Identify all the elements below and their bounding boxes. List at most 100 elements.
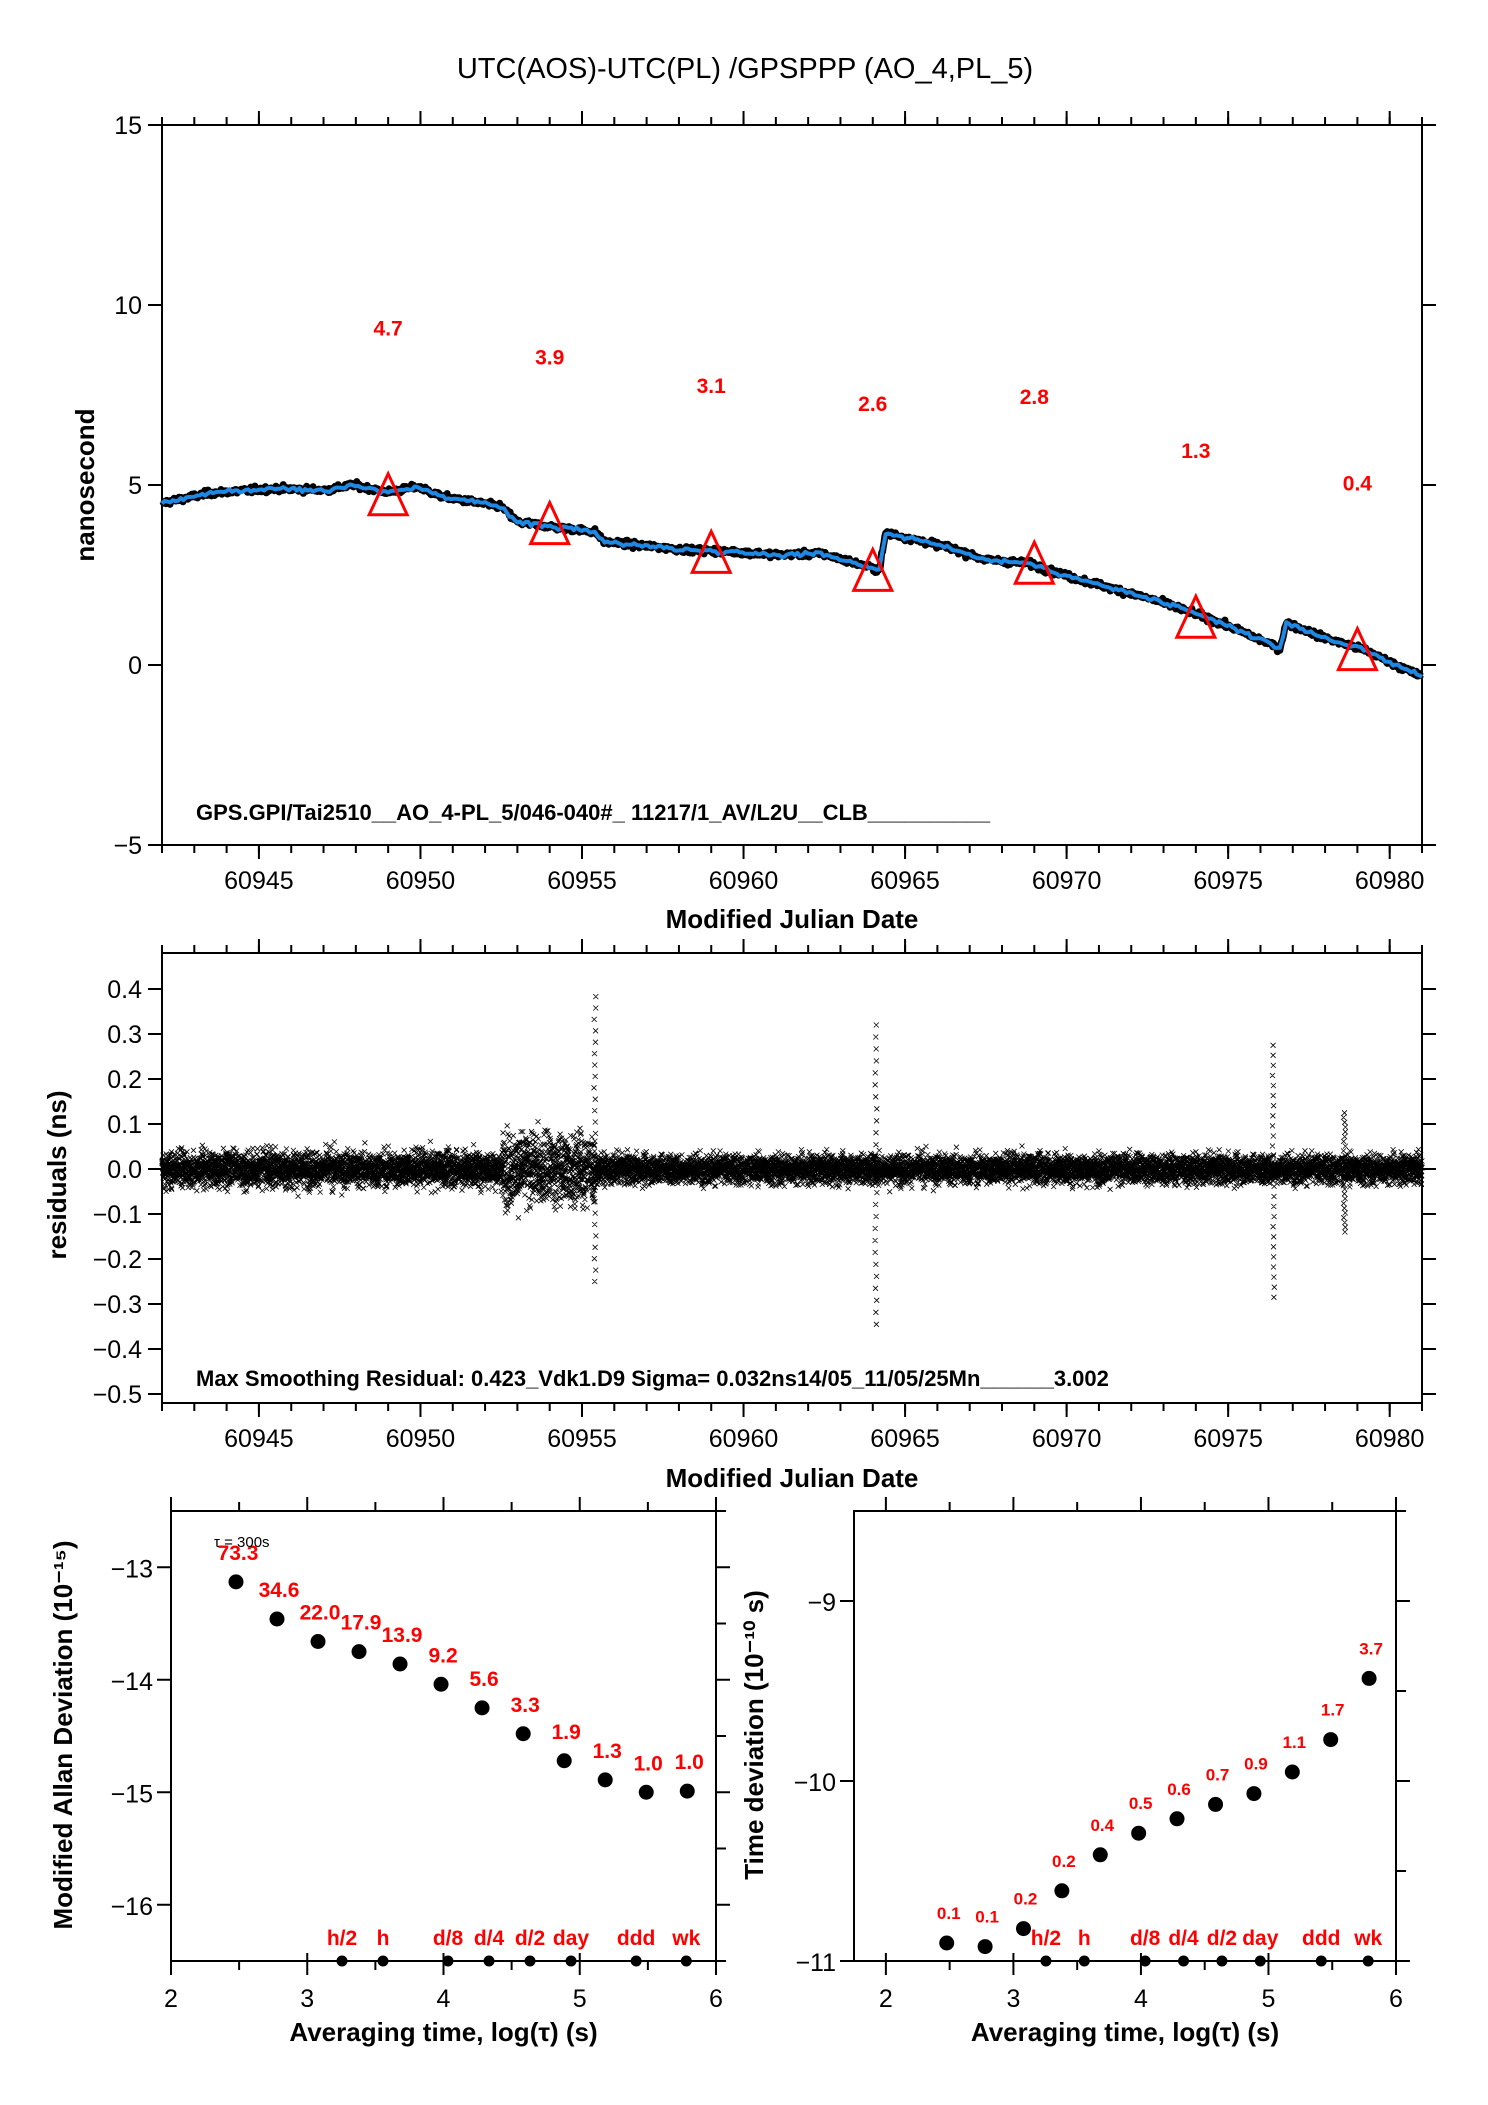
y-tick-label: −0.2 — [93, 1246, 142, 1274]
x-tick-label: 60955 — [547, 867, 617, 895]
x-tick-label: 2 — [879, 1985, 893, 2013]
y-tick-label: −11 — [795, 1949, 836, 1977]
x-tick-label: 60955 — [547, 1425, 617, 1453]
period-marker-label: h/2 — [1031, 1927, 1061, 1950]
x-tick-label: 2 — [164, 1985, 178, 2013]
period-marker-dot — [1078, 1955, 1090, 1967]
x-axis-title: Averaging time, log(τ) (s) — [289, 2017, 597, 2047]
deviation-value-label: 0.1 — [975, 1908, 999, 1927]
x-axis-title: Averaging time, log(τ) (s) — [971, 2017, 1279, 2047]
main-title: UTC(AOS)-UTC(PL) /GPSPPP (AO_4,PL_5) — [457, 53, 1033, 85]
period-marker-dot — [483, 1955, 495, 1967]
deviation-value-label: 1.9 — [552, 1721, 581, 1744]
deviation-point — [269, 1611, 285, 1627]
period-marker-dot — [1254, 1955, 1266, 1967]
period-marker-dot — [336, 1955, 348, 1967]
marker-value-label: 1.3 — [1181, 440, 1210, 463]
deviation-value-label: 1.7 — [1321, 1701, 1345, 1720]
period-marker-label: h — [377, 1927, 390, 1950]
y-tick-label: 15 — [114, 112, 142, 140]
y-tick-label: 0.1 — [107, 1111, 142, 1139]
x-tick-label: 60970 — [1032, 867, 1102, 895]
deviation-point — [638, 1784, 654, 1800]
x-tick-label: 60965 — [870, 1425, 940, 1453]
x-tick-label: 60980 — [1355, 867, 1425, 895]
deviation-value-label: 3.3 — [511, 1694, 540, 1717]
deviation-point — [310, 1634, 326, 1649]
y-tick-label: −16 — [111, 1893, 153, 1921]
x-tick-label: 60980 — [1355, 1425, 1425, 1453]
x-tick-label: 6 — [709, 1985, 723, 2013]
y-tick-label: −14 — [111, 1668, 154, 1696]
deviation-value-label: 1.1 — [1282, 1733, 1306, 1752]
deviation-value-label: 22.0 — [300, 1602, 341, 1625]
triangle-marker — [851, 545, 895, 592]
period-marker-label: h/2 — [327, 1927, 357, 1950]
period-marker-dot — [565, 1955, 577, 1967]
deviation-value-label: 0.2 — [1014, 1890, 1038, 1909]
x-tick-label: 60950 — [386, 867, 456, 895]
y-axis-title: Time deviation (10⁻¹⁰ s) — [739, 1590, 769, 1880]
residual-stats-annotation: Max Smoothing Residual: 0.423_Vdk1.D9 Si… — [196, 1366, 1109, 1391]
deviation-point — [474, 1700, 490, 1716]
marker-value-label: 2.6 — [858, 393, 887, 416]
deviation-point — [1015, 1921, 1031, 1937]
deviation-value-label: 17.9 — [341, 1612, 382, 1635]
period-marker-label: wk — [671, 1927, 700, 1950]
y-tick-label: −10 — [794, 1769, 836, 1797]
deviation-value-label: 5.6 — [469, 1668, 498, 1691]
deviation-point — [392, 1656, 408, 1672]
x-tick-label: 4 — [1134, 1985, 1148, 2013]
deviation-value-label: 0.6 — [1167, 1780, 1191, 1799]
deviation-value-label: 0.5 — [1129, 1794, 1153, 1813]
marker-value-label: 3.1 — [697, 375, 727, 398]
y-axis-title: residuals (ns) — [42, 1090, 72, 1259]
marker-value-label: 4.7 — [374, 318, 403, 341]
x-tick-label: 60975 — [1193, 1425, 1263, 1453]
deviation-value-label: 3.7 — [1359, 1639, 1383, 1658]
deviation-point — [1208, 1796, 1224, 1812]
period-marker-dot — [1040, 1955, 1052, 1967]
time-deviation-panel: 2 3 4 5 6 −9 −10 −11 Averaging time, log(τ) (s) T… — [739, 1497, 1410, 2047]
deviation-value-label: 0.4 — [1090, 1816, 1114, 1835]
period-marker-label: day — [553, 1927, 590, 1950]
y-tick-label: 0.4 — [107, 976, 142, 1004]
y-axis-title: Modified Allan Deviation (10⁻¹⁵) — [48, 1541, 78, 1930]
y-tick-label: 10 — [114, 292, 142, 320]
deviation-point — [351, 1644, 367, 1660]
period-marker-label: d/2 — [515, 1927, 545, 1950]
x-tick-label: 5 — [1262, 1985, 1276, 2013]
period-marker-dot — [1315, 1955, 1327, 1967]
deviation-point — [1246, 1786, 1262, 1802]
deviation-value-label: 1.0 — [634, 1752, 663, 1775]
x-tick-label: 60965 — [870, 867, 940, 895]
marker-value-label: 0.4 — [1343, 472, 1373, 495]
x-tick-label: 60960 — [709, 867, 779, 895]
triangle-marker — [1174, 592, 1218, 639]
residual-points — [159, 993, 1425, 1328]
marker-value-label: 3.9 — [535, 346, 564, 369]
y-tick-label: −9 — [807, 1589, 836, 1617]
deviation-point — [1131, 1825, 1147, 1841]
triangle-marker — [528, 499, 572, 546]
deviation-value-label: 34.6 — [259, 1579, 300, 1602]
tau0-label: τ = 300s — [214, 1534, 270, 1551]
period-marker-label: d/4 — [1168, 1927, 1199, 1950]
deviation-point — [433, 1676, 449, 1692]
triangle-marker — [1336, 625, 1379, 672]
period-marker-dot — [1139, 1955, 1151, 1967]
period-marker-dot — [442, 1955, 454, 1967]
triangle-marker — [366, 470, 410, 517]
y-tick-label: 0.2 — [107, 1066, 142, 1094]
deviation-point — [1323, 1732, 1339, 1748]
x-tick-label: 3 — [300, 1985, 314, 2013]
y-tick-label: −5 — [113, 832, 142, 860]
period-marker-label: d/8 — [1130, 1927, 1161, 1950]
deviation-point — [556, 1753, 572, 1769]
deviation-point — [977, 1939, 993, 1955]
x-tick-label: 60945 — [224, 1425, 294, 1453]
time-series-panel: 60945 60950 60955 60960 60965 60970 60975 60980… — [70, 111, 1436, 934]
period-marker-label: wk — [1353, 1927, 1382, 1950]
